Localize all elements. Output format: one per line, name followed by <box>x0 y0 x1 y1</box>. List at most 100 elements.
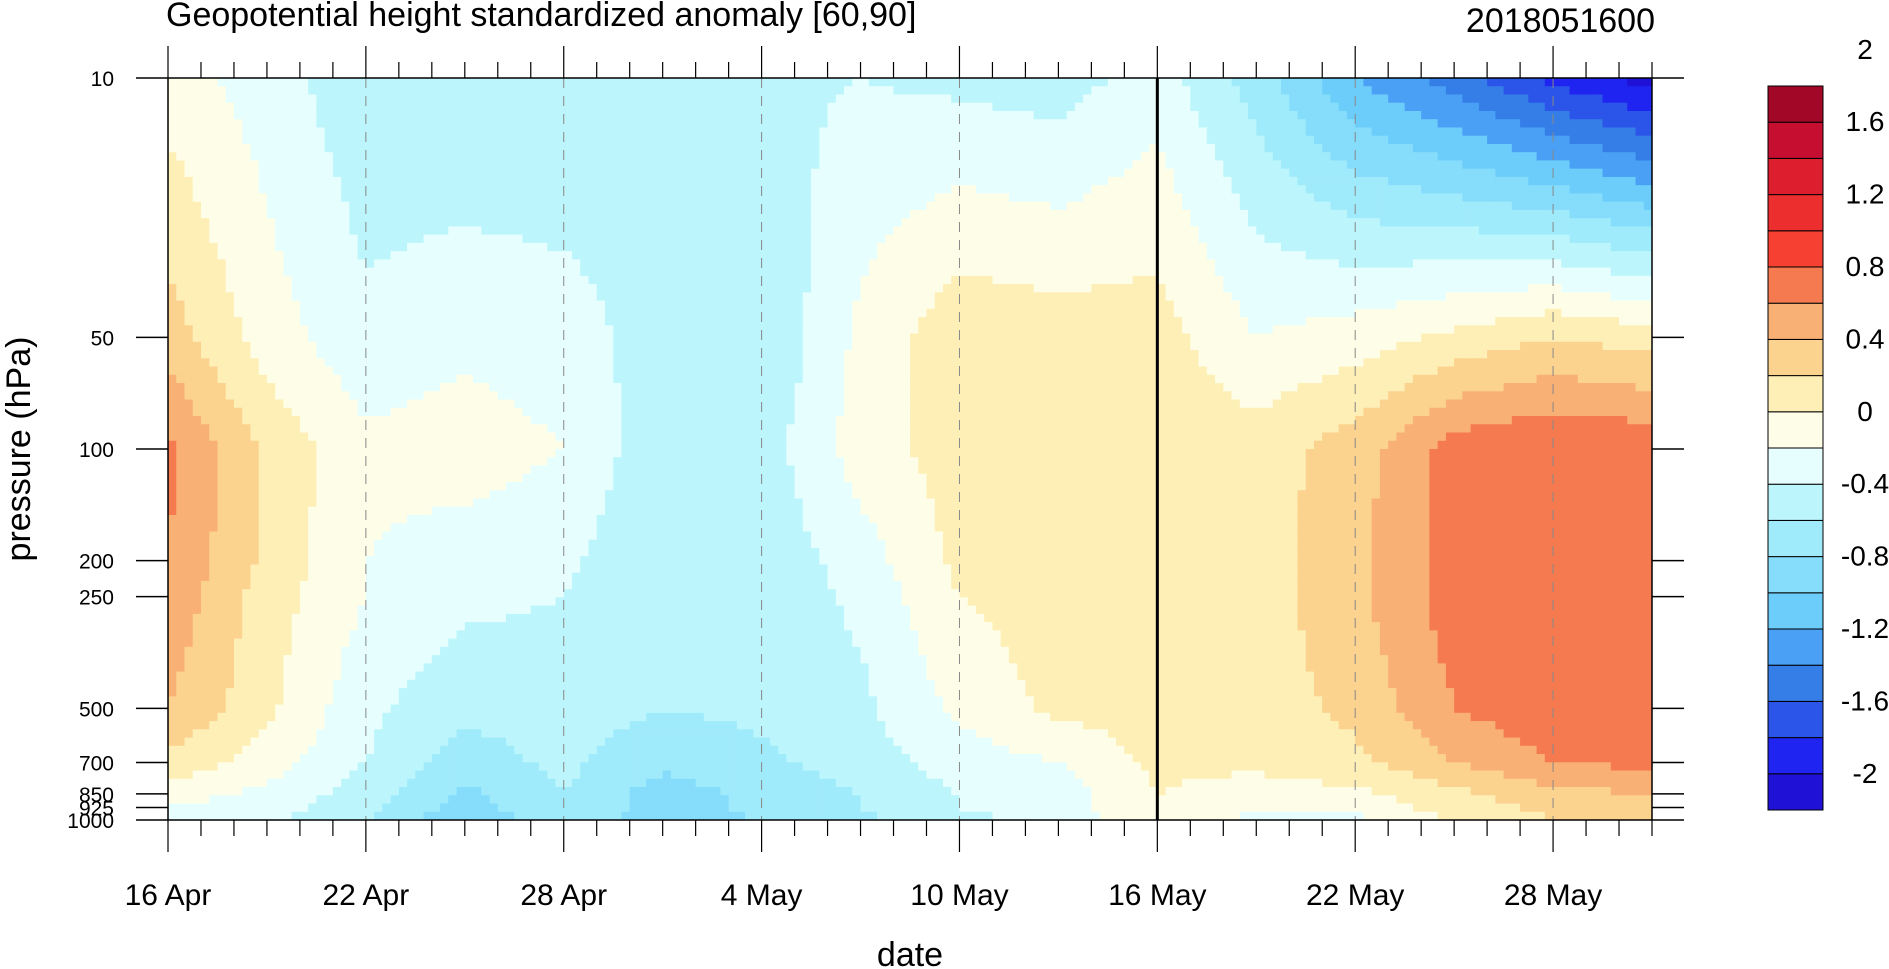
anomaly-cell <box>1553 259 1562 269</box>
anomaly-cell <box>365 275 375 285</box>
anomaly-cell <box>885 242 895 252</box>
anomaly-cell <box>448 193 458 203</box>
anomaly-cell <box>687 176 697 186</box>
anomaly-cell <box>464 267 474 277</box>
anomaly-cell <box>761 119 771 129</box>
anomaly-cell <box>233 119 243 129</box>
anomaly-cell <box>1544 226 1554 236</box>
anomaly-cell <box>1017 110 1027 120</box>
anomaly-cell <box>217 226 227 236</box>
anomaly-cell <box>275 143 285 153</box>
anomaly-cell <box>1478 242 1488 252</box>
anomaly-cell <box>1363 267 1373 277</box>
anomaly-cell <box>1231 193 1241 203</box>
anomaly-cell <box>176 300 186 310</box>
anomaly-cell <box>1272 242 1282 252</box>
anomaly-cell <box>1116 152 1125 162</box>
anomaly-cell <box>225 152 235 162</box>
anomaly-cell <box>1619 226 1628 236</box>
anomaly-cell <box>1511 193 1521 203</box>
anomaly-cell <box>1041 152 1051 162</box>
anomaly-cell <box>1033 259 1043 269</box>
anomaly-cell <box>1487 251 1496 260</box>
anomaly-cell <box>415 267 425 277</box>
anomaly-cell <box>1256 251 1266 260</box>
anomaly-cell <box>604 292 614 302</box>
anomaly-cell <box>1165 86 1175 96</box>
anomaly-cell <box>1000 160 1010 170</box>
anomaly-cell <box>712 143 721 153</box>
anomaly-cell <box>893 94 903 104</box>
anomaly-cell <box>349 193 359 203</box>
anomaly-cell <box>1379 267 1389 277</box>
anomaly-cell <box>341 259 350 269</box>
anomaly-cell <box>819 143 829 153</box>
anomaly-cell <box>613 275 623 285</box>
anomaly-cell <box>308 201 317 211</box>
anomaly-cell <box>209 275 219 285</box>
anomaly-cell <box>1165 275 1175 285</box>
anomaly-cell <box>687 94 697 104</box>
anomaly-cell <box>1553 284 1562 293</box>
anomaly-cell <box>1198 251 1208 260</box>
anomaly-cell <box>1313 78 1323 87</box>
anomaly-cell <box>860 300 870 310</box>
anomaly-cell <box>1577 94 1587 104</box>
anomaly-cell <box>1215 218 1224 227</box>
anomaly-cell <box>1297 152 1307 162</box>
anomaly-cell <box>448 127 458 137</box>
anomaly-cell <box>1256 176 1266 186</box>
anomaly-cell <box>604 135 614 145</box>
anomaly-cell <box>926 152 936 162</box>
anomaly-cell <box>1206 135 1216 145</box>
anomaly-cell <box>382 110 392 120</box>
anomaly-cell <box>1445 135 1455 145</box>
anomaly-cell <box>852 275 862 285</box>
anomaly-cell <box>1099 300 1109 310</box>
anomaly-cell <box>794 267 804 277</box>
anomaly-cell <box>423 209 433 219</box>
anomaly-cell <box>1000 284 1010 293</box>
anomaly-cell <box>1248 94 1257 104</box>
anomaly-cell <box>1256 226 1266 236</box>
anomaly-cell <box>1050 168 1059 178</box>
anomaly-cell <box>786 242 796 252</box>
anomaly-cell <box>440 201 449 211</box>
anomaly-cell <box>613 110 623 120</box>
anomaly-cell <box>1396 152 1406 162</box>
anomaly-cell <box>893 119 903 129</box>
anomaly-cell <box>1157 86 1167 96</box>
anomaly-cell <box>910 94 919 104</box>
anomaly-cell <box>1305 102 1315 112</box>
anomaly-cell <box>506 102 515 112</box>
anomaly-cell <box>184 168 194 178</box>
anomaly-cell <box>1256 110 1266 120</box>
anomaly-cell <box>1528 226 1538 236</box>
anomaly-cell <box>539 152 548 162</box>
anomaly-cell <box>324 152 334 162</box>
anomaly-cell <box>910 251 919 260</box>
anomaly-cell <box>1190 119 1200 129</box>
anomaly-cell <box>1561 259 1571 269</box>
anomaly-cell <box>522 185 532 195</box>
anomaly-cell <box>1000 78 1010 87</box>
anomaly-cell <box>580 168 590 178</box>
anomaly-cell <box>357 94 367 104</box>
anomaly-cell <box>1330 226 1340 236</box>
anomaly-cell <box>1412 168 1422 178</box>
anomaly-cell <box>975 275 985 285</box>
anomaly-cell <box>1445 110 1455 120</box>
anomaly-cell <box>539 209 548 219</box>
anomaly-cell <box>390 185 400 195</box>
anomaly-cell <box>1050 292 1059 302</box>
anomaly-cell <box>555 267 565 277</box>
anomaly-cell <box>1437 284 1447 293</box>
anomaly-cell <box>835 160 845 170</box>
anomaly-cell <box>1239 127 1249 137</box>
anomaly-cell <box>613 119 623 129</box>
anomaly-cell <box>1116 226 1125 236</box>
anomaly-cell <box>1330 251 1340 260</box>
anomaly-cell <box>860 284 870 293</box>
anomaly-cell <box>613 209 623 219</box>
anomaly-cell <box>893 127 903 137</box>
